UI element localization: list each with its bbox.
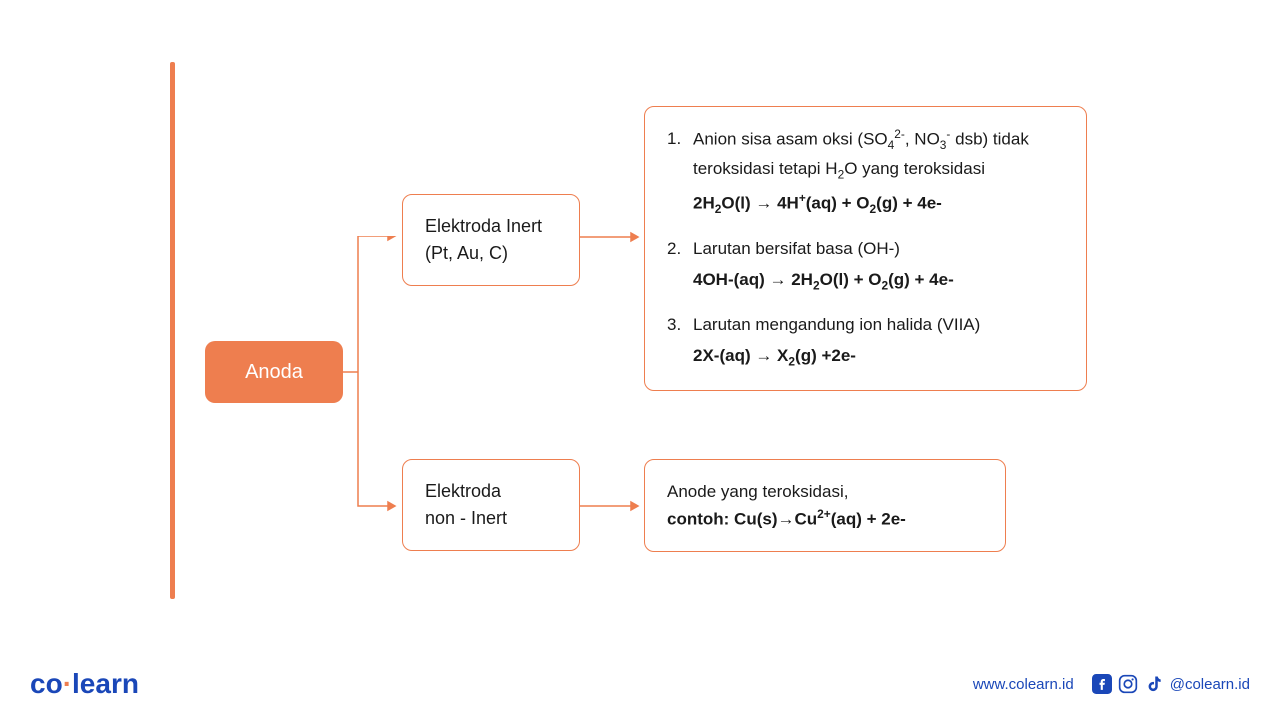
colearn-logo: co·learn: [30, 668, 139, 700]
noninert-result-node: Anode yang teroksidasi, contoh: Cu(s)→Cu…: [644, 459, 1006, 552]
rule-formula-2: 4OH-(aq) → 2H2O(l) + O2(g) + 4e-: [693, 266, 1064, 295]
noninert-result-formula: contoh: Cu(s)→Cu2+(aq) + 2e-: [667, 505, 983, 533]
rule-formula-3: 2X-(aq) → X2(g) +2e-: [693, 342, 1064, 371]
facebook-icon: [1092, 674, 1112, 694]
left-accent-bar: [170, 62, 175, 599]
rule-item-3: 3. Larutan mengandung ion halida (VIIA) …: [667, 311, 1064, 372]
rule-num-2: 2.: [667, 235, 681, 262]
logo-prefix: co: [30, 668, 63, 699]
connector-anoda-branches: [343, 236, 403, 516]
rule-desc-3: Larutan mengandung ion halida (VIIA): [693, 311, 1064, 338]
social-handle: @colearn.id: [1170, 676, 1250, 693]
footer: co·learn www.colearn.id @colearn.id: [30, 668, 1250, 700]
noninert-electrode-node: Elektroda non - Inert: [402, 459, 580, 551]
rule-num-1: 1.: [667, 125, 681, 152]
noninert-title-line2: non - Inert: [425, 505, 557, 532]
rule-item-1: 1. Anion sisa asam oksi (SO42-, NO3- dsb…: [667, 125, 1064, 219]
anoda-root-node: Anoda: [205, 341, 343, 403]
anoda-label: Anoda: [245, 361, 303, 384]
inert-title-line2: (Pt, Au, C): [425, 240, 557, 267]
rule-formula-1: 2H2O(l) → 4H+(aq) + O2(g) + 4e-: [693, 189, 1064, 219]
inert-title-line1: Elektroda Inert: [425, 213, 557, 240]
connector-noninert-result: [580, 500, 646, 512]
noninert-title-line1: Elektroda: [425, 478, 557, 505]
rule-desc-2: Larutan bersifat basa (OH-): [693, 235, 1064, 262]
instagram-icon: [1118, 674, 1138, 694]
website-link: www.colearn.id: [973, 676, 1074, 693]
noninert-result-desc: Anode yang teroksidasi,: [667, 478, 983, 505]
tiktok-icon: [1144, 674, 1164, 694]
footer-right: www.colearn.id @colearn.id: [973, 674, 1250, 694]
inert-rules-node: 1. Anion sisa asam oksi (SO42-, NO3- dsb…: [644, 106, 1087, 391]
connector-inert-rules: [580, 231, 646, 243]
inert-electrode-node: Elektroda Inert (Pt, Au, C): [402, 194, 580, 286]
rule-desc-1: Anion sisa asam oksi (SO42-, NO3- dsb) t…: [693, 125, 1064, 185]
rule-item-2: 2. Larutan bersifat basa (OH-) 4OH-(aq) …: [667, 235, 1064, 296]
rule-num-3: 3.: [667, 311, 681, 338]
logo-suffix: learn: [72, 668, 139, 699]
logo-dot: ·: [63, 668, 72, 699]
social-section: @colearn.id: [1092, 674, 1250, 694]
